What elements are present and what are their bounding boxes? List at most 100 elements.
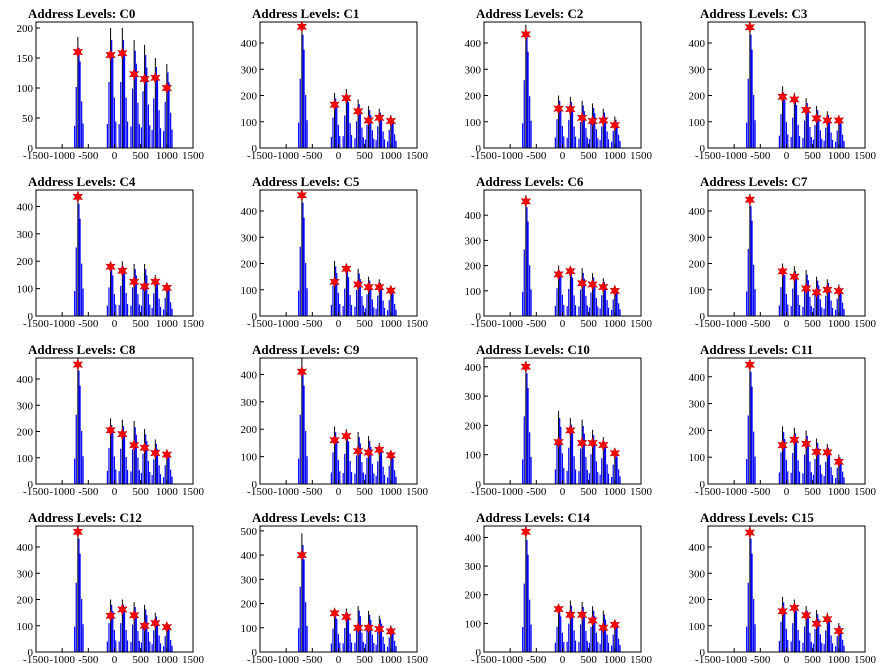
x-tick-label: -1500 [695, 654, 721, 666]
chart-panel-15: 0 100 200 300 400 -1500 -1000 -500 0 500 1000 1500 A… [672, 504, 896, 672]
histogram [298, 533, 397, 652]
x-tick-label: -1500 [23, 486, 49, 498]
peak-marker [352, 621, 364, 634]
peak-marker [811, 617, 822, 630]
y-tick-label: 0 [28, 647, 34, 659]
y-tick-label: 400 [689, 38, 706, 50]
chart-title: Address Levels: C6 [476, 174, 584, 189]
chart-plot: 0 100 200 300 400 -1500 -1000 -500 0 500 1000 1500 [689, 189, 877, 330]
x-tick-label: 1000 [156, 486, 179, 498]
peak-marker [117, 264, 128, 277]
peak-marker [385, 449, 397, 462]
x-tick-label: 0 [336, 654, 342, 666]
x-tick-label: 500 [132, 486, 149, 498]
chart-panel-9: 0 100 200 300 400 -1500 -1000 -500 0 500 1000 1500 A… [224, 336, 448, 504]
x-tick-label: 0 [784, 486, 790, 498]
y-tick-label: 150 [17, 53, 34, 65]
peak-marker [363, 446, 374, 459]
y-tick-label: 100 [17, 453, 34, 465]
x-tick-label: 1000 [604, 654, 627, 666]
x-tick-label: -1000 [721, 486, 747, 498]
chart-panel-0: 0 50 100 150 200 -1500 -1000 -500 0 500 1000 1500 Ad… [0, 0, 224, 168]
x-tick-label: -500 [526, 654, 547, 666]
peak-marker [565, 608, 576, 621]
peak-marker [789, 433, 800, 446]
x-tick-label: 1500 [182, 150, 205, 162]
chart-plot: 0 100 200 300 400 -1500 -1000 -500 0 500 1000 1500 [689, 21, 877, 162]
peak-marker [105, 609, 116, 622]
histogram [298, 22, 397, 148]
y-tick-label: 50 [22, 113, 34, 125]
peak-marker [128, 609, 140, 622]
y-tick-label: 0 [252, 479, 258, 491]
y-tick-label: 400 [241, 550, 258, 562]
x-tick-label: 1000 [604, 486, 627, 498]
y-tick-label: 200 [241, 424, 258, 436]
chart-panel-14: 0 100 200 300 400 -1500 -1000 -500 0 500 1000 1500 A… [448, 504, 672, 672]
y-tick-label: 0 [476, 311, 482, 323]
x-tick-label: 1000 [828, 486, 851, 498]
x-tick-label: 500 [356, 654, 373, 666]
histogram [298, 358, 397, 484]
peak-marker [821, 446, 833, 459]
y-tick-label: 0 [28, 311, 34, 323]
x-tick-label: 500 [580, 486, 597, 498]
peak-marker [117, 47, 128, 60]
x-tick-label: 1000 [156, 654, 179, 666]
x-tick-label: 0 [336, 150, 342, 162]
y-tick-label: 100 [689, 621, 706, 633]
peak-marker [72, 45, 84, 59]
x-tick-label: -500 [78, 318, 99, 330]
chart-plot: 0 100 200 300 400 -1500 -1000 -500 0 500 1000 1500 [241, 357, 429, 498]
x-tick-label: -500 [526, 318, 547, 330]
y-tick-label: 300 [241, 397, 258, 409]
y-tick-label: 200 [689, 91, 706, 103]
chart-panel-13: 0 100 200 300 400 500 -1500 -1000 -500 0 500 1000 15… [224, 504, 448, 672]
y-tick-label: 200 [17, 23, 34, 35]
histogram [74, 526, 173, 652]
x-tick-label: -1000 [49, 150, 75, 162]
x-tick-label: 0 [112, 486, 118, 498]
y-tick-label: 100 [465, 117, 482, 129]
chart-panel-2: 0 100 200 300 400 -1500 -1000 -500 0 500 1000 1500 A… [448, 0, 672, 168]
peak-marker [833, 284, 845, 298]
peak-marker [139, 280, 150, 293]
y-tick-label: 0 [476, 143, 482, 155]
x-tick-label: -1000 [49, 486, 75, 498]
y-tick-label: 0 [252, 143, 258, 155]
x-tick-label: -500 [302, 654, 323, 666]
peak-marker [744, 358, 756, 371]
x-tick-label: -1000 [721, 150, 747, 162]
y-tick-label: 400 [17, 201, 34, 213]
histogram [746, 526, 845, 652]
x-tick-label: 0 [784, 150, 790, 162]
peak-marker [800, 282, 812, 295]
y-tick-label: 200 [241, 91, 258, 103]
chart-panel-5: 0 100 200 300 400 -1500 -1000 -500 0 500 1000 1500 A… [224, 168, 448, 336]
chart-title: Address Levels: C15 [700, 510, 814, 525]
x-tick-label: -500 [78, 486, 99, 498]
x-tick-label: 500 [580, 150, 597, 162]
x-tick-label: 1500 [854, 150, 877, 162]
y-tick-label: 500 [241, 526, 258, 538]
peak-marker [296, 548, 308, 562]
peak-marker [373, 280, 385, 294]
x-tick-label: 1000 [380, 654, 403, 666]
chart-plot: 0 100 200 300 400 -1500 -1000 -500 0 500 1000 1500 [17, 357, 205, 498]
y-tick-label: 100 [689, 117, 706, 129]
y-tick-label: 200 [689, 259, 706, 271]
y-tick-label: 200 [465, 91, 482, 103]
x-tick-label: -1000 [721, 654, 747, 666]
peak-marker [833, 624, 845, 638]
y-tick-label: 0 [476, 479, 482, 491]
x-tick-label: 1000 [380, 486, 403, 498]
x-tick-label: 1500 [630, 654, 653, 666]
x-tick-label: 500 [804, 150, 821, 162]
x-tick-label: 1000 [604, 150, 627, 162]
chart-plot: 0 100 200 300 400 -1500 -1000 -500 0 500 1000 1500 [241, 20, 429, 162]
y-tick-label: 300 [465, 64, 482, 76]
chart-title: Address Levels: C8 [28, 342, 136, 357]
y-tick-label: 300 [17, 229, 34, 241]
chart-plot: 0 100 200 300 400 -1500 -1000 -500 0 500 1000 1500 [465, 525, 653, 666]
